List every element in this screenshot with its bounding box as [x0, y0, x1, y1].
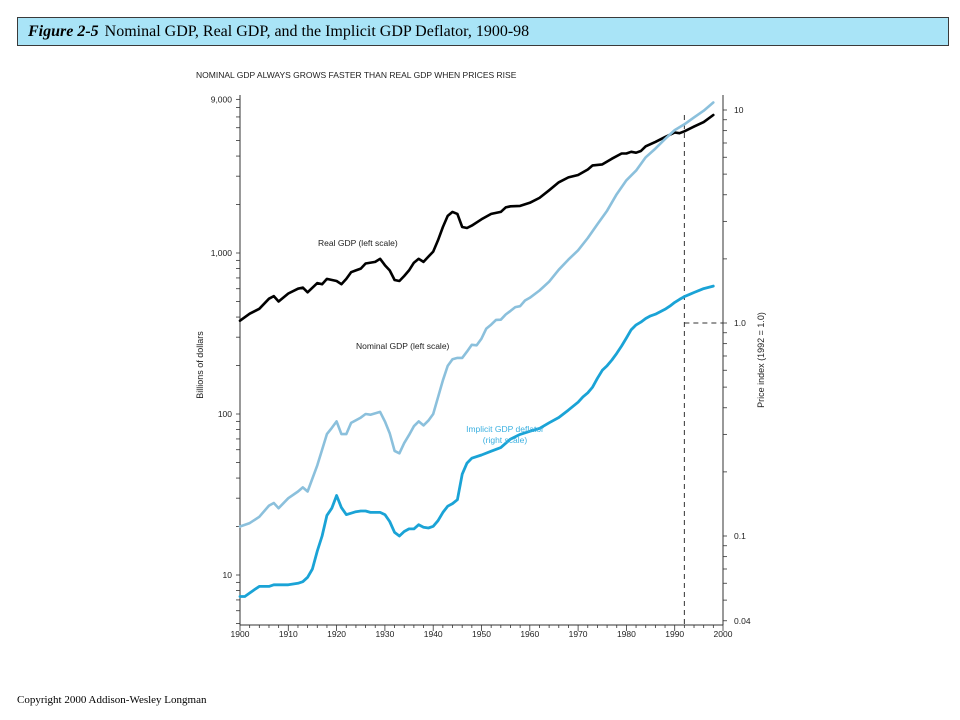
nominal-gdp-label: Nominal GDP (left scale)	[356, 341, 450, 351]
real-gdp-line	[238, 113, 715, 323]
x-tick-label: 1950	[472, 629, 491, 639]
figure-number: Figure 2-5	[28, 22, 99, 40]
chart-labels: NOMINAL GDP ALWAYS GROWS FASTER THAN REA…	[195, 70, 766, 445]
chart-axes: 9,000 1,000 100 10 10 1.0 0.1 0.04 1900 1910 1920 1…	[211, 94, 751, 639]
x-tick-label: 1990	[665, 629, 684, 639]
left-tick-label: 1,000	[211, 248, 233, 258]
right-axis-title: Price index (1992 = 1.0)	[756, 312, 766, 408]
right-tick-label: 0.1	[734, 531, 746, 541]
nominal-gdp-line	[238, 101, 715, 528]
x-tick-label: 2000	[714, 629, 733, 639]
right-tick-label: 10	[734, 105, 744, 115]
x-tick-label: 1910	[279, 629, 298, 639]
chart-lines	[238, 101, 715, 598]
figure-title: Nominal GDP, Real GDP, and the Implicit …	[104, 22, 530, 40]
x-tick-label: 1980	[617, 629, 636, 639]
x-tick-label: 1930	[375, 629, 394, 639]
chart-title: NOMINAL GDP ALWAYS GROWS FASTER THAN REA…	[196, 70, 517, 80]
deflator-line	[238, 284, 715, 598]
x-tick-label: 1900	[231, 629, 250, 639]
right-tick-label: 0.04	[734, 616, 751, 626]
copyright-notice: Copyright 2000 Addison-Wesley Longman	[17, 694, 207, 706]
x-tick-label: 1970	[569, 629, 588, 639]
x-tick-label: 1940	[424, 629, 443, 639]
x-tick-label: 1920	[327, 629, 346, 639]
left-tick-label: 100	[218, 409, 232, 419]
deflator-label-line2: (right scale)	[483, 435, 528, 445]
left-tick-label: 10	[223, 570, 233, 580]
figure-header: Figure 2-5 Nominal GDP, Real GDP, and th…	[17, 17, 949, 46]
right-tick-label: 1.0	[734, 318, 746, 328]
left-tick-label: 9,000	[211, 94, 233, 104]
real-gdp-label: Real GDP (left scale)	[318, 238, 398, 248]
left-axis-title: Billions of dollars	[195, 331, 205, 399]
x-tick-label: 1960	[520, 629, 539, 639]
deflator-label-line1: Implicit GDP deflator	[466, 424, 544, 434]
